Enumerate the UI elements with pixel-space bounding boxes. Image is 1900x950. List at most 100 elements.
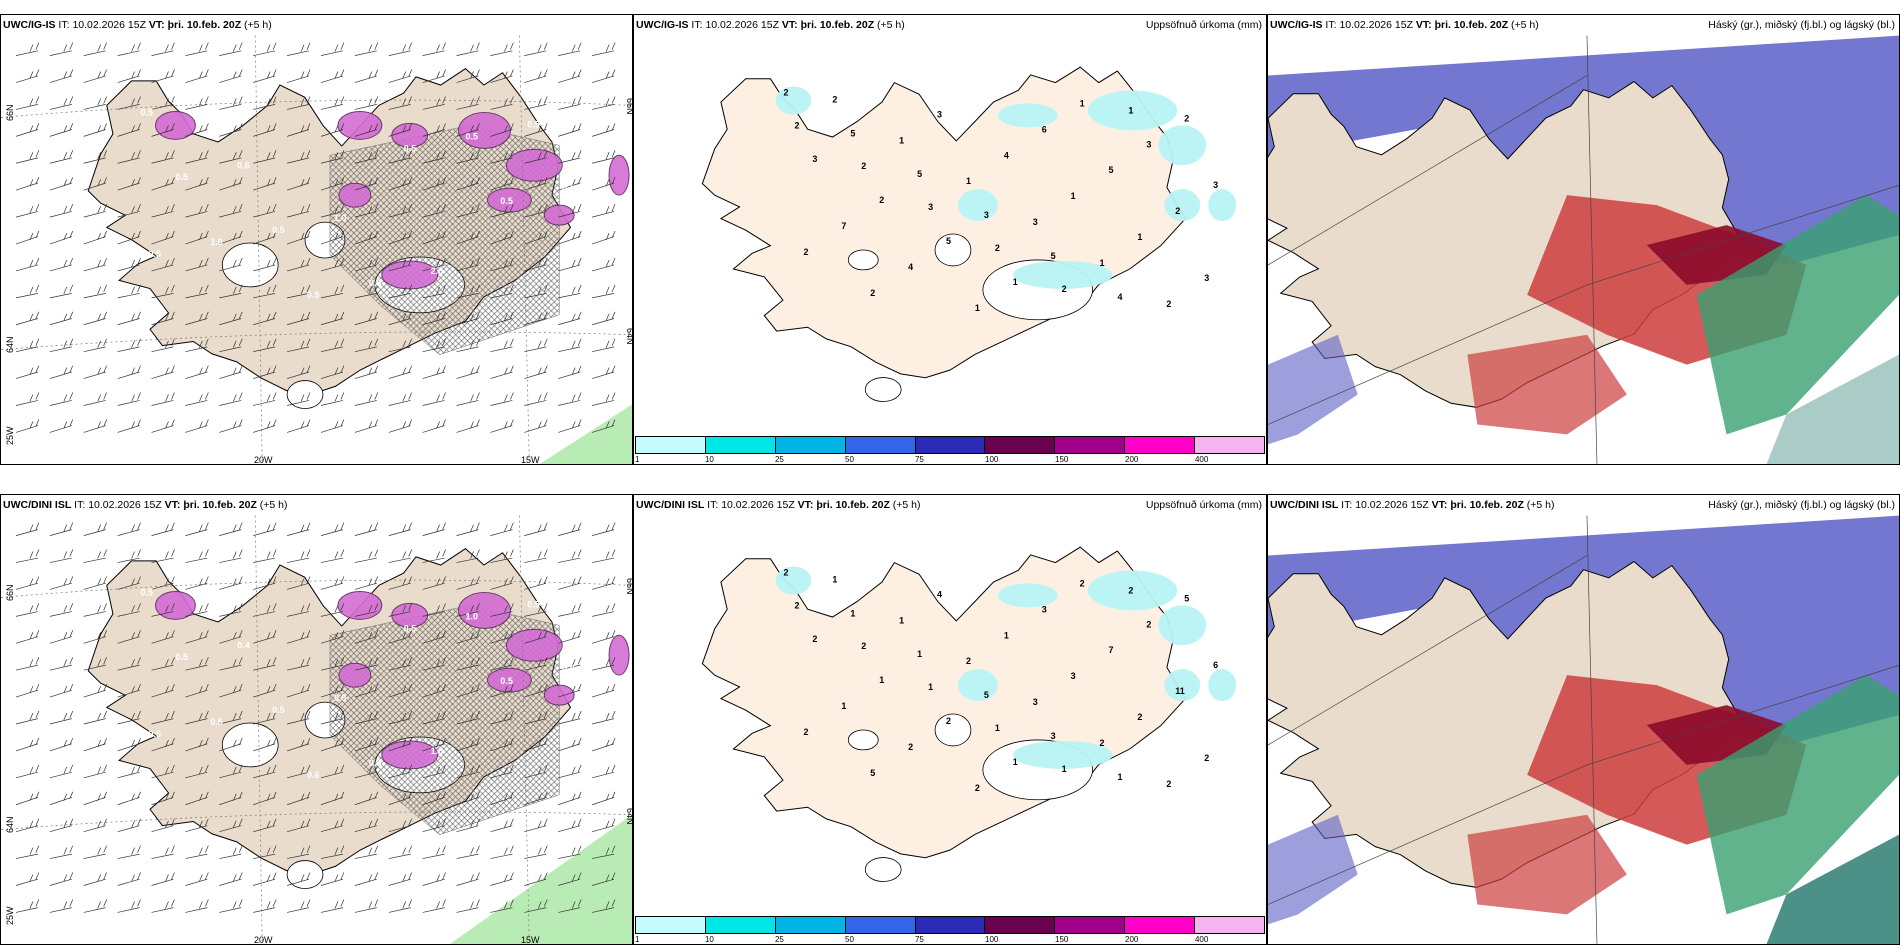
snow-amount-label: 0.6: [307, 770, 319, 780]
precip-amount-label: 3: [1146, 139, 1151, 149]
high-cloud-area: [1268, 334, 1358, 445]
legend-tick-label: 100: [985, 935, 999, 944]
precip-amount-label: 1: [879, 675, 884, 685]
precip-amount-label: 2: [1137, 712, 1142, 722]
low-cloud-sea: [1766, 354, 1899, 464]
precip-amount-label: 5: [984, 690, 989, 700]
precip-amount-label: 1: [1004, 630, 1009, 640]
precip-amount-label: 1: [1062, 764, 1067, 774]
precip-amount-label: 2: [1166, 299, 1171, 309]
precip-area: [1087, 90, 1178, 131]
glacier-outline: [286, 380, 324, 409]
precip-amount-label: 1: [1013, 757, 1018, 767]
precip-amount-label: 2: [1062, 284, 1067, 294]
lat-label: 66N: [5, 104, 15, 121]
snow-amount-label: 0.6: [149, 729, 161, 739]
precip-amount-label: 3: [812, 154, 817, 164]
mid-cloud-area: [1467, 814, 1627, 915]
lon-label: 25W: [5, 426, 15, 445]
precip-area: [1164, 669, 1201, 702]
precip-area: [1012, 740, 1113, 769]
precip-amount-label: 2: [803, 247, 808, 257]
wind-barbs: [15, 42, 616, 433]
wet-snow-patch: [155, 110, 196, 140]
panel-title: UWC/DINI ISL IT: 10.02.2026 15Z VT: þri.…: [3, 499, 288, 511]
snow-amount-label: 0.5: [175, 652, 187, 662]
snow-amount-label: 0.5: [527, 599, 539, 609]
panel-wind-snow-bottom: UWC/DINI ISL IT: 10.02.2026 15Z VT: þri.…: [0, 494, 633, 945]
panel-title: UWC/DINI ISL IT: 10.02.2026 15Z VT: þri.…: [1270, 499, 1555, 511]
precip-amount-label: 2: [1080, 578, 1085, 588]
legend-swatch: [985, 917, 1056, 933]
precip-amount-label: 2: [803, 727, 808, 737]
precip-amount-label: 1: [1128, 105, 1133, 115]
precip-area: [775, 566, 812, 595]
precip-area: [997, 583, 1058, 608]
field-title: Háský (gr.), miðský (fj.bl.) og lágský (…: [1708, 19, 1895, 31]
precip-amount-label: 5: [850, 128, 855, 138]
precip-amount-label: 2: [794, 600, 799, 610]
precip-amount-label: 2: [812, 634, 817, 644]
precip-amount-label: 1: [832, 574, 837, 584]
glacier-outline: [847, 729, 879, 751]
precip-amount-label: 4: [908, 262, 913, 272]
snow-amount-label: 0.5: [272, 225, 284, 235]
graticule: [1268, 515, 1899, 944]
precip-area: [1208, 669, 1237, 702]
precip-amount-label: 1: [928, 682, 933, 692]
precip-amount-label: 2: [1100, 738, 1105, 748]
snow-amount-label: 0.5: [149, 249, 161, 259]
lat-label: 66N: [625, 578, 633, 595]
precip-amount-label: 3: [937, 109, 942, 119]
lon-label: 25W: [5, 906, 15, 925]
precip-amount-label: 1: [1080, 98, 1085, 108]
legend-tick-label: 75: [914, 455, 924, 464]
precip-amount-label: 5: [1051, 251, 1056, 261]
precip-amount-label: 3: [1204, 273, 1209, 283]
precip-amount-label: 1: [995, 723, 1000, 733]
precip-amount-label: 1: [975, 303, 980, 313]
precip-amount-label: 3: [1051, 731, 1056, 741]
snow-amount-label: 0.5: [141, 107, 153, 117]
legend-tick-label: 400: [1194, 935, 1209, 944]
legend-tick-label: 200: [1125, 935, 1139, 944]
precip-amount-label: 2: [908, 742, 913, 752]
glacier-outline: [934, 713, 972, 747]
precip-map[interactable]: 2 5 5 3 5 4 2 3 2 5 1 1 3 3 7 4 1 6 5 2 2 2 3 4 1 1 3 2 1 1 3 1 2 2 2 3 2 2 1: [634, 35, 1266, 445]
wet-snow-patch: [338, 662, 372, 688]
legend-swatch: [775, 917, 846, 933]
panel-title: UWC/DINI ISL IT: 10.02.2026 15Z VT: þri.…: [636, 499, 921, 511]
graticule: [1268, 35, 1899, 464]
precip-amount-label: 1: [899, 615, 904, 625]
precip-amount-label: 1: [850, 608, 855, 618]
precip-amount-label: 3: [1213, 180, 1218, 190]
snow-amount-label: 1.0: [334, 213, 346, 223]
legend-tick-label: 25: [774, 455, 784, 464]
legend-tick-label: 50: [845, 455, 854, 464]
legend-color-bar: [635, 916, 1265, 934]
glacier-outline: [286, 860, 324, 889]
wind-barbs: [15, 522, 616, 913]
mid-cloud-area: [1467, 334, 1627, 435]
panel-clouds-bottom: UWC/DINI ISL IT: 10.02.2026 15Z VT: þri.…: [1267, 494, 1900, 945]
legend-swatch: [1055, 917, 1126, 933]
wind-snow-map[interactable]: 0.5 0.6 1.0 2.0 0.5 0.5 0.5 0.6 0.5 0.6 1.0 0.5 0.5 0…: [1, 35, 632, 465]
snow-amount-label: 0.6: [562, 184, 574, 194]
precip-amount-label: 4: [1117, 292, 1122, 302]
precip-amount-label: 2: [784, 567, 789, 577]
precip-amount-label: 1: [841, 701, 846, 711]
precip-amount-label: 1: [1013, 277, 1018, 287]
wind-snow-map[interactable]: 0.5 0.4 0.5 1.0 0.5 0.5 0.5 0.5 1.0 0.6 0.5 0.6 0.5 0…: [1, 515, 632, 945]
precip-amount-label: 5: [917, 169, 922, 179]
panel-title: UWC/IG-IS IT: 10.02.2026 15Z VT: þri. 10…: [1270, 19, 1539, 31]
wet-snow-patch: [486, 667, 532, 693]
glacier-outline: [864, 377, 902, 402]
precip-amount-label: 2: [832, 94, 837, 104]
legend-swatch: [915, 437, 986, 453]
cloud-map[interactable]: [1268, 35, 1899, 465]
strong-wind-area: [539, 404, 632, 464]
cloud-map[interactable]: [1268, 515, 1899, 945]
precip-amount-label: 6: [1213, 660, 1218, 670]
legend-swatch: [705, 917, 776, 933]
